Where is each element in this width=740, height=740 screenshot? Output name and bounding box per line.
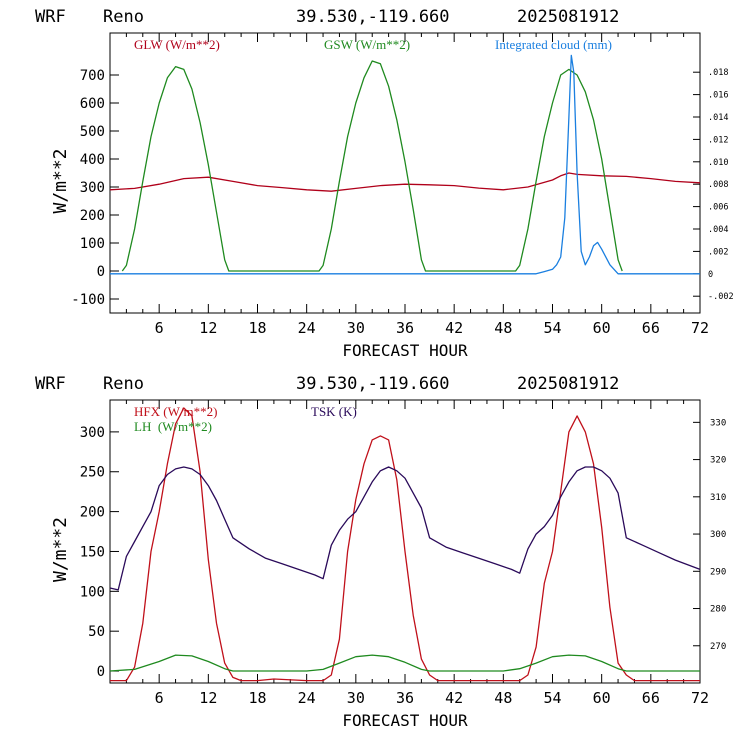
legend-item-2: LH (W/m**2)	[134, 419, 212, 434]
header-location: Reno	[103, 374, 144, 394]
y2-tick-label: 290	[710, 567, 726, 577]
x-tick-label: 36	[396, 319, 414, 337]
y2-tick-label: .008	[708, 180, 728, 190]
x-tick-label: 30	[347, 319, 365, 337]
y2-tick-label: 0	[708, 270, 713, 280]
y-tick-label: 300	[80, 425, 105, 441]
series-line-3	[109, 466, 701, 591]
x-tick-label: 54	[543, 689, 561, 707]
series-line-2	[121, 60, 623, 272]
y-tick-label: 300	[80, 180, 105, 196]
y-tick-label: -100	[71, 292, 105, 308]
y2-tick-label: 330	[710, 418, 726, 428]
x-tick-label: 18	[248, 689, 266, 707]
legend-item-3: Integrated cloud (mm)	[495, 37, 612, 52]
y-axis-label: W/m**2	[50, 517, 71, 582]
legend-item-3: TSK (K)	[311, 404, 357, 419]
series-line-1	[110, 407, 700, 682]
y-tick-label: 0	[97, 264, 105, 280]
chart-panel-1: WRF Reno 39.530,-119.660 2025081912 6 12 18 24 3…	[35, 7, 734, 360]
header-init-time: 2025081912	[517, 7, 619, 27]
header-coordinates: 39.530,-119.660	[296, 374, 450, 394]
series-line-1	[109, 172, 701, 192]
x-tick-label: 12	[199, 319, 217, 337]
y2-tick-label: .006	[708, 203, 728, 213]
x-tick-label: 12	[199, 689, 217, 707]
y2-tick-label: .010	[708, 158, 728, 168]
header-location: Reno	[103, 7, 144, 27]
chart-panel-2: WRF Reno 39.530,-119.660 2025081912 6 12 18 24 3…	[35, 374, 726, 730]
y2-tick-label: 310	[710, 493, 726, 503]
x-tick-label: 72	[691, 689, 709, 707]
y-axis-label: W/m**2	[50, 148, 71, 213]
plot-frame	[109, 32, 701, 314]
x-tick-label: 42	[445, 319, 463, 337]
x-axis-label: FORECAST HOUR	[342, 341, 468, 360]
y-tick-label: 600	[80, 96, 105, 112]
y2-tick-label: -.002	[708, 292, 734, 302]
y-tick-label: 400	[80, 152, 105, 168]
y-tick-label: 250	[80, 465, 105, 481]
y2-tick-label: .018	[708, 68, 728, 78]
y2-tick-label: 270	[710, 642, 726, 652]
y-tick-label: 200	[80, 505, 105, 521]
y-tick-label: 200	[80, 208, 105, 224]
y-tick-label: 500	[80, 124, 105, 140]
x-tick-label: 60	[593, 689, 611, 707]
x-tick-label: 60	[593, 319, 611, 337]
y2-tick-label: 300	[710, 530, 726, 540]
x-tick-label: 48	[494, 689, 512, 707]
x-tick-label: 24	[298, 689, 316, 707]
y2-tick-label: .014	[708, 113, 728, 123]
x-tick-label: 42	[445, 689, 463, 707]
y-tick-label: 0	[97, 664, 105, 680]
x-tick-label: 66	[642, 319, 660, 337]
x-tick-label: 36	[396, 689, 414, 707]
header-init-time: 2025081912	[517, 374, 619, 394]
x-tick-label: 30	[347, 689, 365, 707]
x-tick-label: 66	[642, 689, 660, 707]
x-tick-label: 54	[543, 319, 561, 337]
x-axis-label: FORECAST HOUR	[342, 711, 468, 730]
x-tick-label: 6	[155, 689, 164, 707]
header-model: WRF	[35, 374, 66, 394]
y2-tick-label: 320	[710, 456, 726, 466]
x-tick-label: 72	[691, 319, 709, 337]
y-tick-label: 100	[80, 236, 105, 252]
y2-tick-label: .016	[708, 91, 728, 101]
series-line-2	[109, 654, 700, 672]
header-coordinates: 39.530,-119.660	[296, 7, 450, 27]
y-tick-label: 100	[80, 584, 105, 600]
y2-tick-label: 280	[710, 605, 726, 615]
y-tick-label: 150	[80, 544, 105, 560]
y2-tick-label: .004	[708, 225, 728, 235]
header-model: WRF	[35, 7, 66, 27]
legend-item-2: GSW (W/m**2)	[324, 37, 410, 52]
plot-frame	[109, 399, 701, 684]
x-tick-label: 18	[248, 319, 266, 337]
y-tick-label: 50	[88, 624, 105, 640]
y2-tick-label: .012	[708, 135, 728, 145]
series-line-3	[110, 54, 700, 275]
x-tick-label: 24	[298, 319, 316, 337]
x-tick-label: 48	[494, 319, 512, 337]
y-tick-label: 700	[80, 68, 105, 84]
legend-item-1: GLW (W/m**2)	[134, 37, 220, 52]
y2-tick-label: .002	[708, 247, 728, 257]
x-tick-label: 6	[155, 319, 164, 337]
legend-item-1: HFX (W/m**2)	[134, 404, 217, 419]
